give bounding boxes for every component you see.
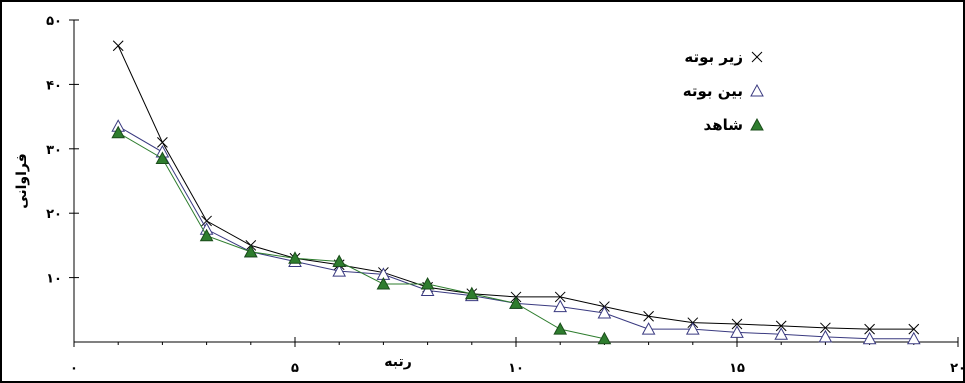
y-tick-label: ۱۰	[46, 272, 62, 287]
x-tick-label: ۱۵	[729, 361, 745, 376]
marker-triangle-open	[597, 305, 612, 319]
series-1	[112, 40, 920, 335]
marker-triangle-filled	[597, 331, 612, 345]
marker-triangle-open	[641, 322, 656, 335]
series-2	[111, 119, 921, 345]
marker-triangle-filled	[376, 276, 391, 290]
marker-x	[157, 137, 168, 148]
marker-x-stroke	[554, 291, 566, 303]
marker-x	[864, 323, 875, 335]
marker-triangle-filled	[750, 117, 764, 131]
marker-triangle-filled	[243, 244, 258, 258]
y-tick-label: ۵۰	[46, 14, 62, 29]
marker-triangle-filled	[199, 228, 214, 242]
marker-x	[554, 291, 566, 303]
marker-x	[820, 322, 831, 334]
marker-x	[775, 320, 787, 332]
y-axis-title: فراوانی	[14, 153, 30, 209]
series-line	[117, 45, 914, 330]
marker-triangle-filled	[155, 151, 170, 164]
marker-x-stroke	[908, 323, 920, 335]
marker-triangle-filled	[420, 276, 435, 290]
marker-triangle-filled	[111, 125, 126, 139]
series-3	[111, 125, 612, 345]
x-tick-label: ۱۰	[508, 361, 524, 376]
x-tick-label: ۵	[291, 361, 299, 376]
marker-x	[112, 40, 124, 52]
x-tick-label: ۲۰	[950, 361, 965, 376]
marker-triangle-open	[774, 327, 789, 340]
legend-item-3: شاهد	[704, 116, 764, 134]
marker-triangle-open	[553, 299, 568, 313]
legend: زیر بوته بین بوته شاهد	[683, 48, 764, 134]
marker-triangle-open	[420, 283, 435, 296]
x-axis-title: رتبه	[384, 354, 412, 370]
marker-triangle-filled	[288, 251, 302, 264]
legend-label: زیر بوته	[684, 48, 743, 66]
y-tick-label: ۲۰	[46, 207, 62, 222]
marker-x-stroke	[820, 322, 831, 334]
axes: ۱۰ ۲۰ ۳۰ ۴۰ ۵۰ ۰ ۵ ۱۰ ۱۵ ۲۰	[46, 14, 965, 376]
marker-x	[751, 51, 763, 63]
marker-x-stroke	[775, 320, 787, 332]
marker-x-stroke	[112, 40, 124, 52]
legend-item-1: زیر بوته	[684, 48, 763, 66]
marker-x-stroke	[643, 310, 654, 322]
series-line	[117, 132, 605, 340]
marker-triangle-filled	[553, 322, 568, 335]
marker-x	[731, 318, 743, 330]
marker-x	[643, 310, 654, 322]
marker-triangle-open	[818, 329, 833, 343]
marker-triangle-filled	[464, 286, 479, 300]
marker-x-stroke	[751, 51, 763, 63]
marker-triangle-filled	[509, 296, 523, 309]
marker-triangle-open	[730, 325, 744, 338]
marker-x-stroke	[157, 137, 168, 148]
marker-triangle-filled	[332, 254, 347, 267]
marker-x-stroke	[864, 323, 875, 335]
x-tick-label: ۰	[70, 361, 78, 376]
marker-triangle-open	[906, 331, 921, 345]
marker-triangle-open	[685, 322, 700, 335]
marker-triangle-open	[862, 331, 877, 345]
y-tick-label: ۳۰	[46, 143, 62, 158]
marker-triangle-open	[332, 264, 347, 277]
legend-item-2: بین بوته	[683, 82, 764, 100]
marker-x-stroke	[731, 318, 743, 330]
legend-label: بین بوته	[683, 82, 743, 100]
marker-x	[908, 323, 920, 335]
legend-label: شاهد	[704, 116, 743, 134]
y-tick-label: ۴۰	[46, 78, 62, 93]
series-layer	[111, 40, 921, 345]
marker-triangle-open	[750, 83, 764, 97]
